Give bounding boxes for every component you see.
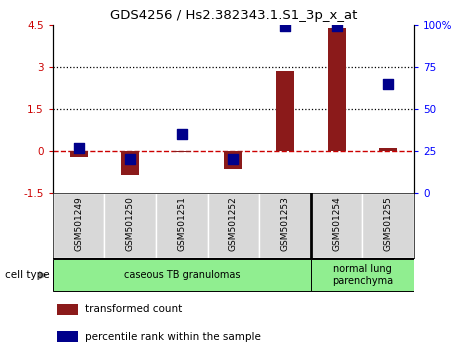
Text: caseous TB granulomas: caseous TB granulomas xyxy=(123,270,240,280)
Point xyxy=(332,24,340,29)
Bar xyxy=(378,148,397,151)
Bar xyxy=(259,193,310,258)
Bar xyxy=(56,331,78,342)
Bar xyxy=(53,259,310,291)
Bar xyxy=(104,193,156,258)
Point xyxy=(75,145,82,150)
Bar xyxy=(275,71,293,151)
Bar xyxy=(53,193,104,258)
Bar xyxy=(156,193,207,258)
Text: GSM501254: GSM501254 xyxy=(331,196,341,251)
Point xyxy=(230,156,237,162)
Bar xyxy=(310,259,413,291)
Text: GSM501251: GSM501251 xyxy=(177,196,186,251)
Title: GDS4256 / Hs2.382343.1.S1_3p_x_at: GDS4256 / Hs2.382343.1.S1_3p_x_at xyxy=(110,9,356,22)
Text: GSM501250: GSM501250 xyxy=(125,196,134,251)
Bar xyxy=(310,193,362,258)
Text: GSM501249: GSM501249 xyxy=(74,196,83,251)
Bar xyxy=(327,28,345,151)
Polygon shape xyxy=(39,271,47,280)
Bar xyxy=(207,193,259,258)
Text: percentile rank within the sample: percentile rank within the sample xyxy=(85,332,261,342)
Point xyxy=(384,81,391,86)
Point xyxy=(178,131,185,137)
Bar xyxy=(362,193,413,258)
Bar xyxy=(69,151,88,157)
Bar xyxy=(173,151,190,152)
Text: transformed count: transformed count xyxy=(85,304,182,314)
Point xyxy=(126,156,134,162)
Text: GSM501253: GSM501253 xyxy=(280,196,289,251)
Bar xyxy=(56,304,78,315)
Bar xyxy=(224,151,242,169)
Bar xyxy=(121,151,139,175)
Text: normal lung
parenchyma: normal lung parenchyma xyxy=(331,264,392,286)
Text: GSM501252: GSM501252 xyxy=(229,196,237,251)
Point xyxy=(281,24,288,29)
Text: cell type: cell type xyxy=(5,270,49,280)
Text: GSM501255: GSM501255 xyxy=(383,196,392,251)
